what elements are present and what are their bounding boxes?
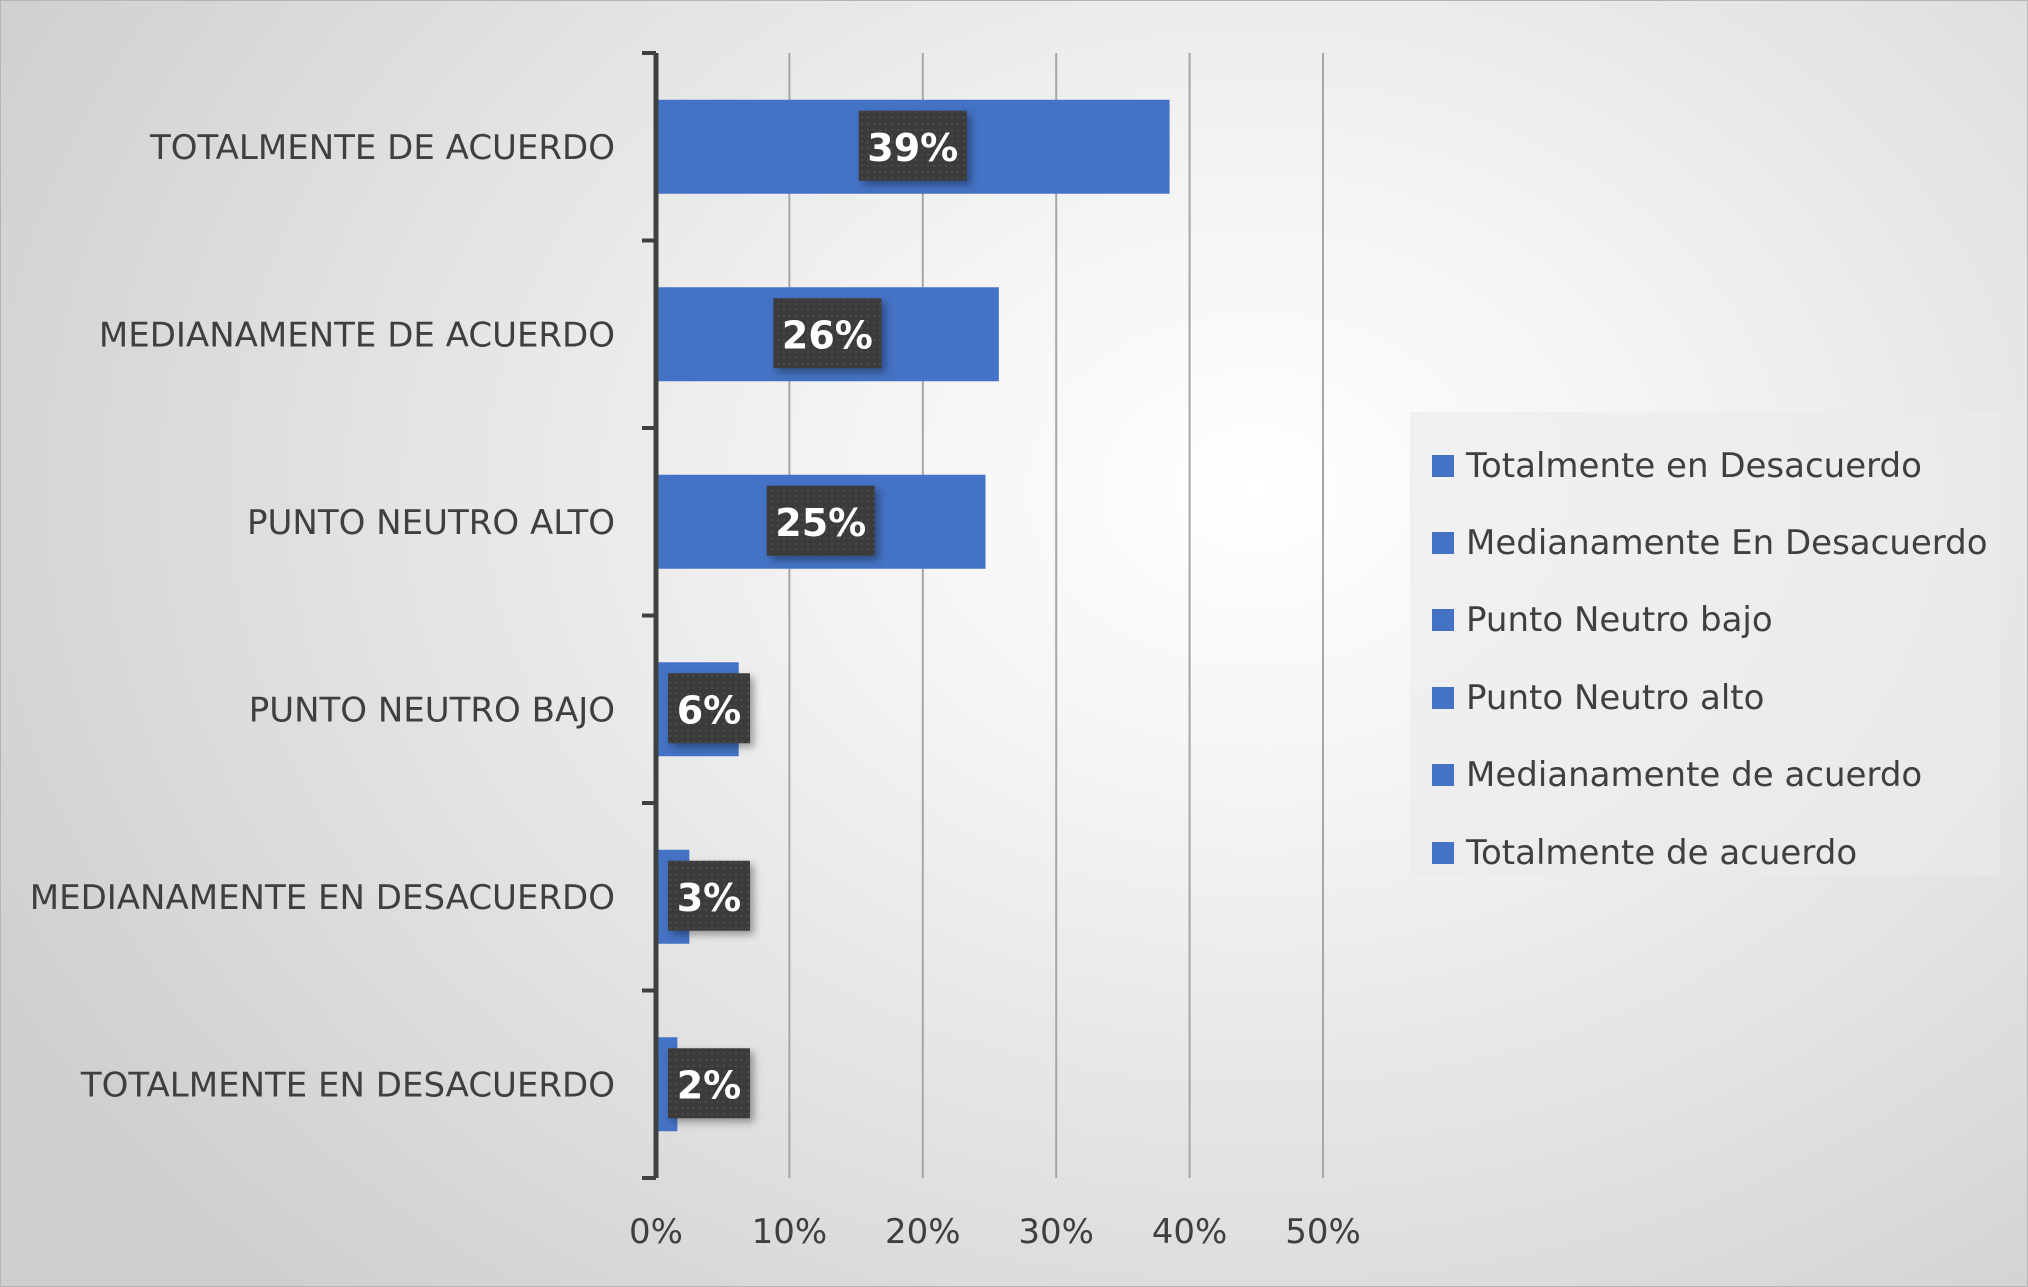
legend-label: Medianamente En Desacuerdo [1466, 523, 1988, 564]
data-label: 2% [668, 1048, 750, 1119]
data-label-box [668, 860, 750, 931]
legend-swatch [1432, 532, 1454, 555]
category-label: MEDIANAMENTE DE ACUERDO [99, 315, 615, 355]
x-tick-label: 20% [885, 1212, 961, 1252]
category-label: PUNTO NEUTRO BAJO [249, 690, 615, 730]
x-tick-label: 40% [1152, 1212, 1228, 1252]
x-tick-label: 0% [629, 1212, 683, 1252]
legend-swatch [1432, 454, 1454, 477]
bars [656, 99, 1170, 1132]
data-label-box [858, 110, 967, 181]
legend-label: Punto Neutro alto [1466, 677, 1765, 718]
legend-item: Totalmente de acuerdo [1432, 814, 1980, 891]
legend-item: Punto Neutro alto [1432, 659, 1980, 736]
value-axis-labels: 0% 10% 20% 30% 40% 50% [629, 1212, 1361, 1252]
legend-item: Punto Neutro bajo [1432, 582, 1980, 659]
data-label-text: 25% [775, 501, 866, 545]
category-label: MEDIANAMENTE EN DESACUERDO [30, 878, 615, 918]
category-label: PUNTO NEUTRO ALTO [247, 503, 615, 543]
data-label-box [668, 673, 750, 744]
legend-item: Medianamente de acuerdo [1432, 737, 1980, 814]
category-label: TOTALMENTE EN DESACUERDO [80, 1065, 615, 1105]
x-tick-label: 10% [752, 1212, 828, 1252]
x-tick-label: 50% [1285, 1212, 1361, 1252]
gridlines [788, 53, 1324, 1178]
legend-label: Totalmente en Desacuerdo [1466, 445, 1922, 486]
legend-swatch [1432, 764, 1454, 787]
data-label-box [773, 298, 882, 369]
legend-swatch [1432, 686, 1454, 709]
legend-label: Totalmente de acuerdo [1466, 832, 1858, 873]
category-labels: TOTALMENTE DE ACUERDO MEDIANAMENTE DE ACU… [30, 128, 615, 1106]
data-label: 3% [668, 860, 750, 931]
x-tick-label: 30% [1018, 1212, 1094, 1252]
legend: Totalmente en Desacuerdo Medianamente En … [1410, 412, 2000, 876]
data-label-box [668, 1048, 750, 1119]
data-label-text: 3% [677, 876, 742, 920]
legend-item: Totalmente en Desacuerdo [1432, 427, 1980, 504]
data-label: 39% [858, 110, 967, 181]
data-labels: 39% 26% 25% 6% 3% 2% [668, 110, 967, 1119]
data-label-box [766, 485, 875, 556]
legend-swatch [1432, 841, 1454, 864]
data-label-text: 39% [867, 126, 958, 170]
data-label-text: 26% [782, 313, 873, 357]
legend-item: Medianamente En Desacuerdo [1432, 504, 1988, 581]
data-label-text: 6% [677, 688, 742, 732]
data-label: 25% [766, 485, 875, 556]
legend-label: Medianamente de acuerdo [1466, 755, 1923, 796]
legend-label: Punto Neutro bajo [1466, 600, 1773, 641]
data-label: 26% [773, 298, 882, 369]
data-label-text: 2% [677, 1063, 742, 1107]
legend-swatch [1432, 609, 1454, 632]
category-axis [642, 51, 659, 1180]
category-label: TOTALMENTE DE ACUERDO [149, 128, 615, 168]
data-label: 6% [668, 673, 750, 744]
